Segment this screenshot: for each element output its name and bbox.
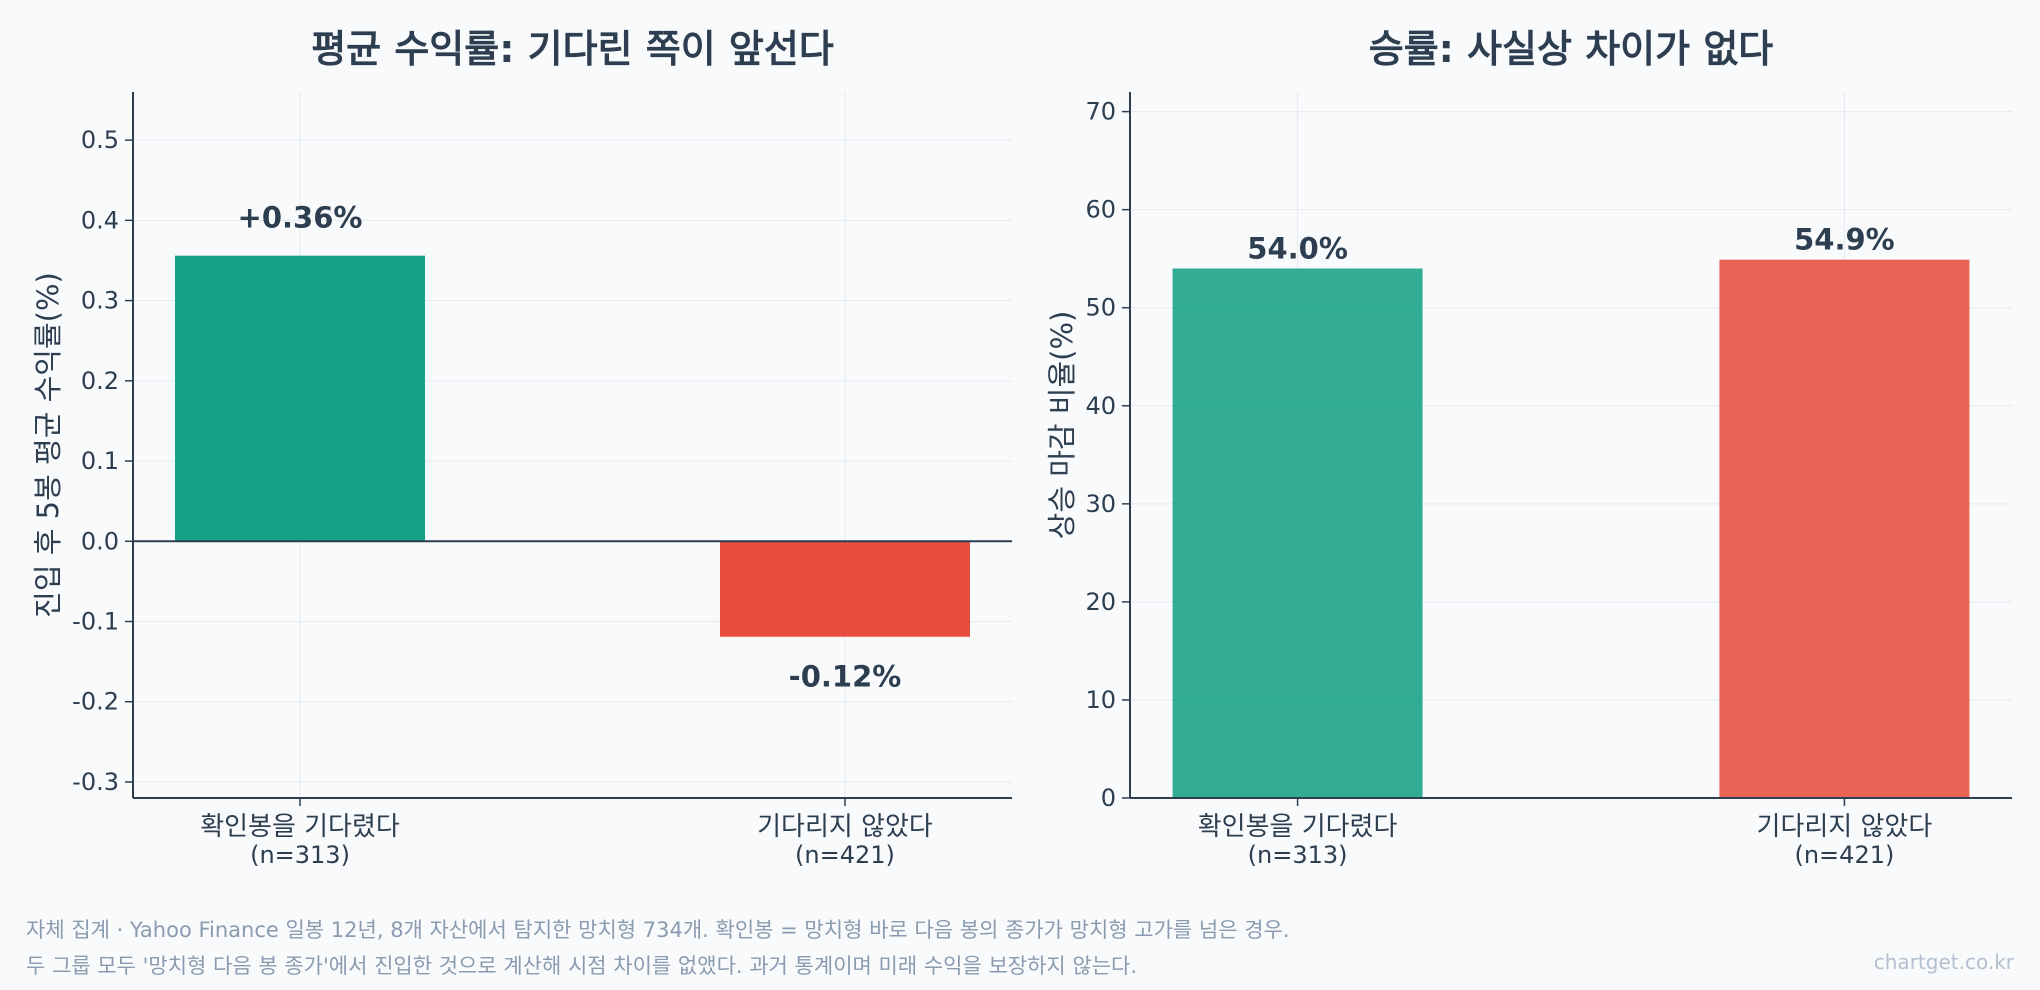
data-label: 54.9% — [1794, 223, 1895, 257]
y-tick-label: 50 — [1085, 294, 1116, 322]
y-tick-label: 0.0 — [81, 527, 119, 555]
x-tick-label: 확인봉을 기다렸다 — [200, 812, 400, 842]
y-tick-label: 0.3 — [81, 287, 119, 315]
bar-waited — [175, 255, 426, 542]
footnote-line-1: 자체 집계 · Yahoo Finance 일봉 12년, 8개 자산에서 탐지… — [26, 918, 1290, 942]
y-axis-label-1: 진입 후 5봉 평균 수익률(%) — [31, 272, 65, 618]
y-tick-label: 0.2 — [81, 367, 119, 395]
x-tick-note: (n=313) — [1248, 841, 1348, 869]
y-tick-label: 20 — [1085, 588, 1116, 616]
bar-waited — [1172, 268, 1423, 798]
y-tick-label: 30 — [1085, 490, 1116, 518]
x-tick-note: (n=421) — [1794, 841, 1894, 869]
data-label: +0.36% — [238, 201, 363, 235]
y-tick-label: -0.1 — [72, 608, 119, 636]
y-tick-label: 60 — [1085, 196, 1116, 224]
chart-title-1: 평균 수익률: 기다린 쪽이 앞선다 — [311, 27, 834, 71]
y-tick-label: 0.4 — [81, 206, 119, 234]
footnote-line-2: 두 그룹 모두 '망치형 다음 봉 종가'에서 진입한 것으로 계산해 시점 차… — [26, 954, 1138, 978]
y-tick-label: 0.5 — [81, 126, 119, 154]
y-tick-label: -0.2 — [72, 688, 119, 716]
brand-watermark: chartget.co.kr — [1873, 950, 2014, 974]
y-tick-label: 70 — [1085, 98, 1116, 126]
y-axis-label-2: 상승 마감 비율(%) — [1045, 311, 1079, 540]
bar-not-waited — [719, 541, 970, 637]
y-tick-label: -0.3 — [72, 768, 119, 796]
data-label: 54.0% — [1247, 232, 1348, 266]
chart-title-2: 승률: 사실상 차이가 없다 — [1369, 27, 1774, 71]
x-tick-label: 기다리지 않았다 — [757, 812, 933, 842]
y-tick-label: 40 — [1085, 392, 1116, 420]
y-tick-label: 10 — [1085, 686, 1116, 714]
y-tick-label: 0 — [1101, 784, 1116, 812]
x-tick-label: 확인봉을 기다렸다 — [1198, 812, 1398, 842]
data-label: -0.12% — [789, 660, 902, 694]
bar-not-waited — [1719, 259, 1970, 798]
y-tick-label: 0.1 — [81, 447, 119, 475]
x-tick-label: 기다리지 않았다 — [1757, 812, 1933, 842]
x-tick-note: (n=313) — [250, 841, 350, 869]
x-tick-note: (n=421) — [795, 841, 895, 869]
